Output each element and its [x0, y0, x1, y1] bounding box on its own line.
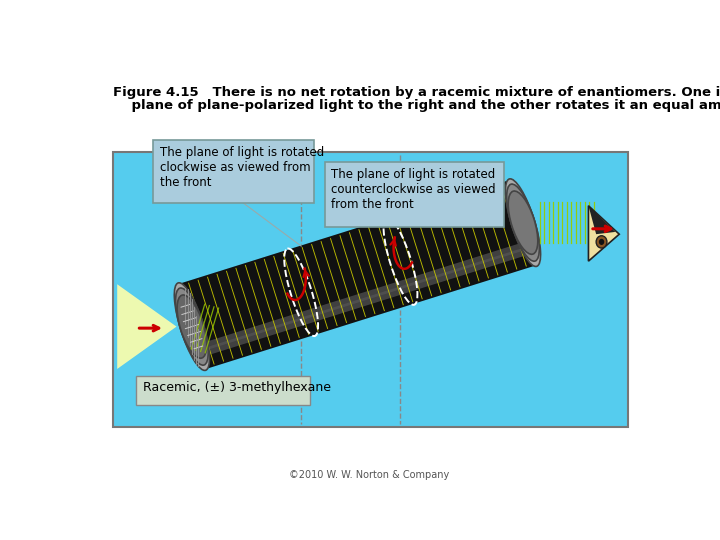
- Ellipse shape: [599, 239, 604, 245]
- FancyBboxPatch shape: [153, 140, 315, 204]
- Polygon shape: [179, 180, 536, 369]
- Polygon shape: [588, 206, 619, 261]
- Ellipse shape: [505, 179, 541, 266]
- Ellipse shape: [177, 295, 207, 358]
- Text: Figure 4.15   There is no net rotation by a racemic mixture of enantiomers. One : Figure 4.15 There is no net rotation by …: [113, 86, 720, 99]
- Polygon shape: [197, 240, 531, 352]
- FancyBboxPatch shape: [137, 376, 310, 405]
- Ellipse shape: [508, 191, 538, 254]
- Text: Racemic, (±) 3-methylhexane: Racemic, (±) 3-methylhexane: [143, 381, 330, 394]
- Ellipse shape: [507, 184, 539, 261]
- Polygon shape: [588, 206, 616, 234]
- FancyBboxPatch shape: [325, 162, 504, 226]
- Ellipse shape: [176, 288, 208, 365]
- Ellipse shape: [596, 236, 607, 248]
- Text: ©2010 W. W. Norton & Company: ©2010 W. W. Norton & Company: [289, 470, 449, 480]
- Text: The plane of light is rotated
clockwise as viewed from
the front: The plane of light is rotated clockwise …: [160, 146, 324, 190]
- Text: plane of plane-polarized light to the right and the other rotates it an equal am: plane of plane-polarized light to the ri…: [113, 99, 720, 112]
- Text: The plane of light is rotated
counterclockwise as viewed
from the front: The plane of light is rotated counterclo…: [331, 168, 496, 211]
- Polygon shape: [117, 284, 176, 369]
- FancyBboxPatch shape: [113, 152, 628, 428]
- Polygon shape: [199, 246, 533, 357]
- Ellipse shape: [174, 283, 210, 370]
